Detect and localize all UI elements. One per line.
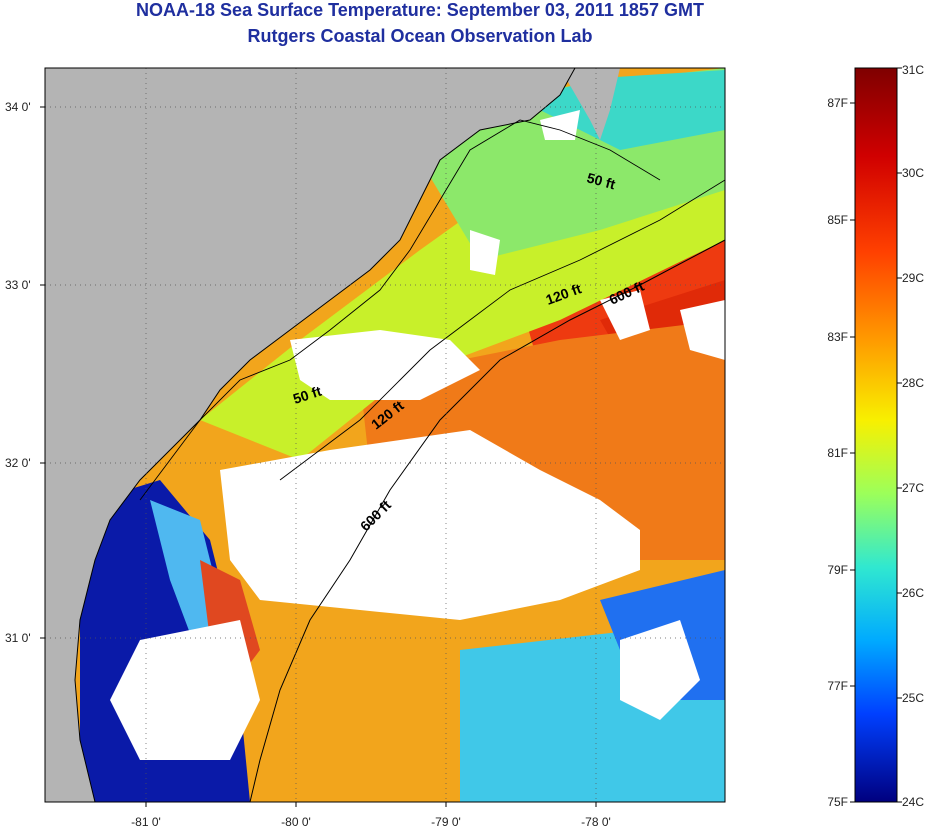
lon-tick-label: -81 0'	[131, 815, 161, 829]
land-mass	[45, 68, 575, 802]
colorbar-ticks	[850, 67, 902, 803]
colorbar-celsius-label: 25C	[902, 691, 924, 705]
colorbar-fahrenheit-label: 75F	[827, 795, 848, 809]
lat-tick-label: 32 0'	[5, 456, 31, 470]
lat-tick-label: 31 0'	[5, 631, 31, 645]
lon-tick-label: -79 0'	[431, 815, 461, 829]
colorbar-fahrenheit-label: 87F	[827, 96, 848, 110]
colorbar-celsius-label: 29C	[902, 271, 924, 285]
colorbar-celsius-label: 31C	[902, 63, 924, 77]
lat-tick-label: 33 0'	[5, 278, 31, 292]
colorbar-fahrenheit-label: 85F	[827, 213, 848, 227]
colorbar-fahrenheit-label: 77F	[827, 679, 848, 693]
contour-label: 50 ft	[585, 169, 617, 192]
colorbar	[854, 67, 898, 803]
colorbar-celsius-label: 27C	[902, 481, 924, 495]
map-frame	[45, 68, 725, 802]
colorbar-celsius-label: 26C	[902, 586, 924, 600]
lon-tick-label: -80 0'	[281, 815, 311, 829]
map-title: NOAA-18 Sea Surface Temperature: Septemb…	[136, 0, 704, 20]
colorbar-fahrenheit-label: 81F	[827, 446, 848, 460]
colorbar-celsius-label: 24C	[902, 795, 924, 809]
lat-lon-grid	[45, 68, 725, 802]
coastline	[74, 68, 576, 802]
colorbar-fahrenheit-label: 79F	[827, 563, 848, 577]
colorbar-fahrenheit-label: 83F	[827, 330, 848, 344]
cloud-mask	[110, 110, 725, 760]
isobath-600ft	[249, 239, 725, 802]
lon-tick-label: -78 0'	[581, 815, 611, 829]
isobath-50ft	[139, 119, 661, 501]
colorbar-celsius-label: 28C	[902, 376, 924, 390]
lat-tick-label: 34 0'	[5, 100, 31, 114]
colorbar-celsius-label: 30C	[902, 166, 924, 180]
map-subtitle: Rutgers Coastal Ocean Observation Lab	[247, 26, 593, 46]
map-border	[44, 67, 726, 803]
isobath-120ft	[279, 179, 725, 481]
